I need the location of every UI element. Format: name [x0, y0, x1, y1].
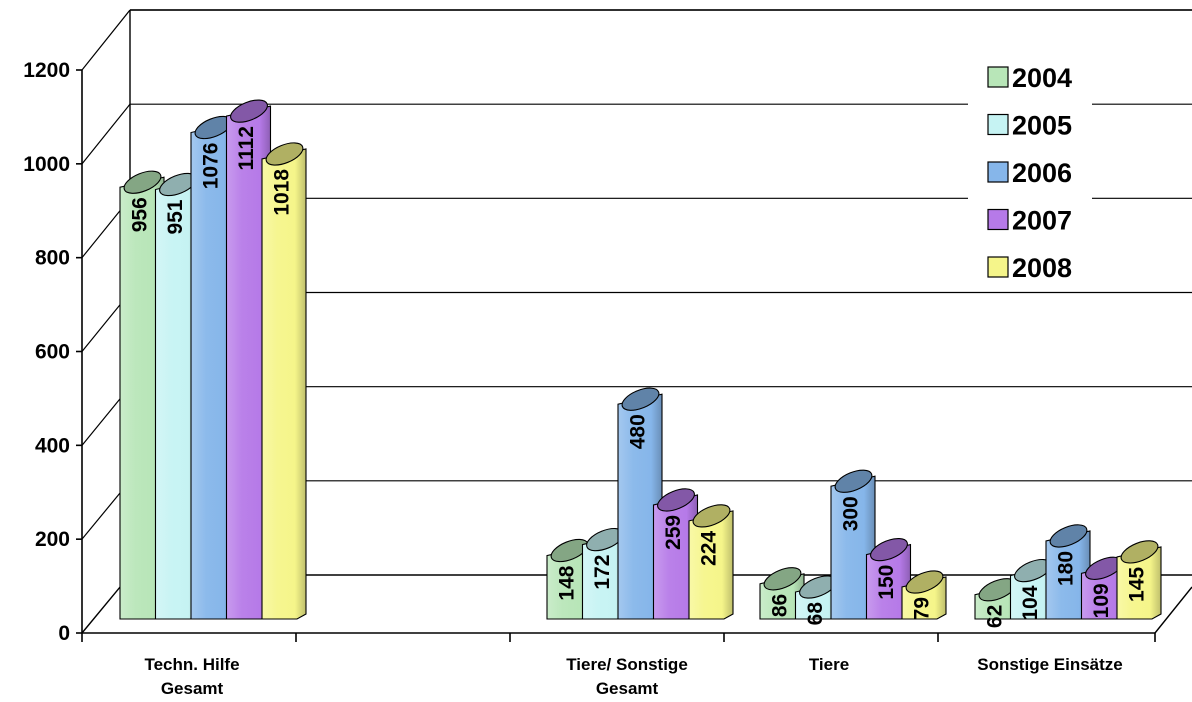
bar-cap	[621, 387, 660, 411]
bar: 1112	[225, 99, 272, 620]
data-label: 148	[556, 565, 579, 600]
legend-label: 2007	[1012, 206, 1072, 236]
legend-swatch	[987, 256, 1009, 278]
bar: 79	[901, 570, 947, 620]
legend-swatch	[987, 161, 1009, 183]
legend-item: 2006	[987, 158, 1072, 188]
legend-label: 2005	[1012, 111, 1072, 141]
bar: 180	[1045, 524, 1091, 620]
data-label: 1018	[271, 169, 294, 216]
x-axis: Techn. Hilfe Gesamt Tiere/ Sonstige Gesamt T…	[81, 632, 1156, 698]
data-label: 104	[1019, 585, 1042, 620]
x-tick-label: Gesamt	[596, 679, 659, 698]
y-tick-label: 1200	[23, 59, 70, 82]
y-tick-label: 800	[35, 247, 70, 270]
bar-cap	[123, 170, 162, 194]
bar-cap	[1049, 524, 1088, 548]
data-label: 951	[164, 199, 187, 234]
legend: 2004 2005 2006 2007 2008	[968, 58, 1092, 288]
y-tick-label: 400	[35, 434, 70, 457]
x-tick-label: Techn. Hilfe	[144, 655, 239, 674]
data-label: 180	[1055, 551, 1078, 586]
data-label: 145	[1126, 567, 1149, 602]
y-tick-label: 600	[35, 341, 70, 364]
y-axis: 0 200 400 600 800 1000 1200	[23, 59, 83, 645]
bar-cap	[870, 537, 908, 562]
bar-cap	[834, 469, 873, 493]
legend-item: 2004	[987, 63, 1072, 93]
bar: 956	[119, 170, 165, 620]
legend-swatch	[987, 66, 1009, 88]
bar-cap	[692, 504, 731, 528]
y-tick-label: 1000	[23, 153, 70, 176]
x-tick-label: Tiere	[809, 655, 849, 674]
data-label: 224	[698, 531, 721, 566]
bar: 62	[974, 578, 1020, 628]
gridline-side	[81, 9, 131, 71]
gridline-side	[81, 103, 131, 165]
bar-cap	[1120, 540, 1159, 564]
y-tick-label: 200	[35, 528, 70, 551]
data-label: 1112	[235, 126, 258, 170]
bar: 148	[546, 538, 592, 620]
data-label: 150	[875, 565, 898, 600]
bar: 300	[830, 469, 876, 620]
bar: 68	[794, 575, 841, 626]
legend-label: 2008	[1012, 253, 1072, 283]
bar-cap	[657, 488, 695, 512]
bar: 150	[865, 537, 912, 620]
bar: 1018	[261, 142, 307, 620]
bar-cap	[763, 567, 802, 591]
floor-right-edge	[1154, 586, 1192, 634]
bar-cap	[265, 142, 304, 166]
bar: 480	[617, 387, 663, 620]
legend-label: 2004	[1012, 63, 1072, 93]
bar-body	[261, 148, 307, 620]
legend-item: 2005	[987, 111, 1072, 141]
data-label: 62	[984, 605, 1007, 628]
data-label: 79	[911, 597, 934, 620]
data-label: 300	[840, 496, 863, 531]
legend-swatch	[987, 208, 1009, 231]
bar: 145	[1116, 540, 1162, 620]
legend-item: 2008	[987, 253, 1072, 283]
bar-cap	[905, 570, 944, 594]
legend-item: 2007	[987, 206, 1072, 236]
bars: 956 951 1076 1112 1018 148 172 480 259 224 86 68 300…	[119, 99, 1162, 628]
bar: 224	[688, 504, 734, 620]
y-tick-label: 0	[58, 622, 70, 645]
x-tick-label: Gesamt	[161, 679, 224, 698]
x-tick-label: Sonstige Einsätze	[977, 655, 1122, 674]
legend-label: 2006	[1012, 158, 1072, 188]
bar: 86	[759, 567, 805, 620]
plot-area	[81, 9, 1192, 634]
data-label: 259	[662, 515, 685, 550]
legend-swatch	[987, 113, 1009, 136]
data-label: 1076	[200, 143, 223, 190]
data-label: 480	[627, 414, 650, 449]
data-label: 956	[129, 197, 152, 232]
data-label: 172	[591, 555, 614, 590]
bar-cap	[230, 99, 268, 123]
data-label: 86	[769, 594, 792, 617]
data-label: 109	[1090, 583, 1113, 618]
data-label: 68	[804, 602, 827, 626]
x-tick-label: Tiere/ Sonstige	[566, 655, 688, 674]
